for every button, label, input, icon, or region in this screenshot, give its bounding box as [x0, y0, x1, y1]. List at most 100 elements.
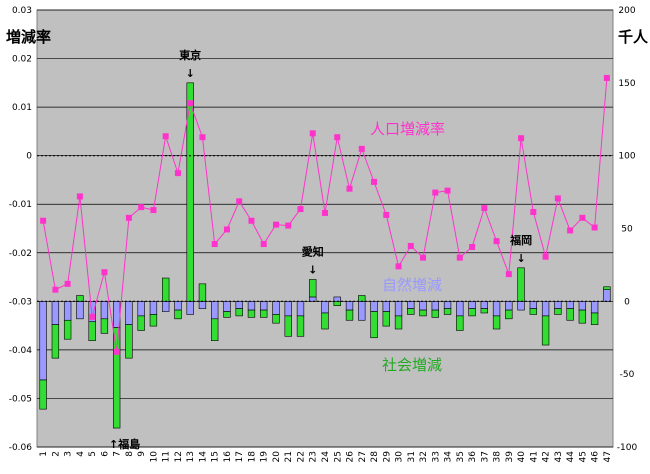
bar-natural: [76, 301, 84, 320]
x-tick-label: 47: [603, 451, 613, 462]
x-tick-label: 1: [39, 451, 49, 457]
bar-social: [247, 309, 256, 318]
x-tick-label: 42: [542, 451, 552, 462]
bar-social: [309, 279, 317, 298]
annotation-label: ↑福島: [109, 437, 140, 451]
x-tick-label: 36: [468, 451, 478, 463]
rate-marker: [444, 187, 451, 194]
bar-social: [419, 309, 427, 317]
x-tick-label: 37: [480, 451, 490, 462]
bar-natural: [247, 301, 256, 311]
bar-social: [100, 318, 109, 334]
rate-marker: [150, 207, 157, 214]
legend-label-social: 社会増減: [382, 356, 442, 374]
bar-natural: [431, 301, 439, 311]
bar-natural: [370, 301, 378, 312]
rate-marker: [236, 198, 243, 205]
x-tick-label: 30: [395, 451, 405, 463]
right-axis-title: 千人: [618, 28, 649, 46]
bar-natural: [39, 301, 47, 381]
x-tick-label: 8: [125, 451, 135, 457]
x-tick-label: 22: [296, 451, 306, 462]
x-tick-label: 20: [272, 451, 282, 463]
bar-social: [63, 319, 72, 340]
rate-marker: [518, 135, 525, 142]
annotation-arrow: ↓: [308, 263, 317, 276]
x-tick-label: 38: [493, 451, 503, 463]
bar-social: [492, 315, 501, 330]
bar-natural: [333, 296, 341, 302]
bar-natural: [174, 301, 182, 311]
right-axis-ticks: -100 -50 0 50 100 150 200: [617, 6, 638, 453]
rate-marker: [567, 227, 574, 234]
rate-marker: [322, 209, 328, 216]
rate-marker: [40, 217, 47, 224]
x-tick-label: 13: [186, 451, 196, 462]
rate-marker: [358, 145, 365, 152]
bar-natural: [419, 301, 427, 311]
rate-marker: [530, 208, 537, 215]
rate-marker: [272, 221, 279, 228]
bar-social: [480, 308, 488, 314]
annotation-label: 東京: [179, 48, 201, 62]
bar-social: [505, 309, 513, 320]
x-tick-label: 25: [333, 451, 343, 462]
bar-natural: [566, 301, 574, 309]
x-tick-label: 21: [284, 451, 294, 462]
left-tick-label: 0.01: [12, 103, 32, 113]
bar-natural: [284, 301, 292, 317]
bar-natural: [590, 301, 599, 314]
x-tick-label: 16: [223, 451, 233, 463]
rate-marker: [138, 204, 145, 211]
bar-natural: [296, 301, 305, 317]
left-tick-label: -0.06: [9, 443, 33, 453]
rate-marker: [334, 134, 341, 141]
bar-social: [382, 311, 390, 327]
bar-social: [112, 327, 121, 429]
bar-social: [149, 314, 158, 327]
left-tick-label: -0.02: [9, 249, 32, 259]
annotations-group: 東京 ↓ 愛知 ↓ 福岡 ↓ ↑福島: [109, 48, 532, 451]
x-tick-label: 2: [51, 451, 61, 457]
legend-label-natural: 自然増減: [382, 276, 442, 294]
bar-social: [431, 309, 439, 318]
annotation-label: 愛知: [302, 244, 324, 258]
bar-natural: [529, 301, 538, 309]
x-tick-label: 32: [419, 451, 429, 462]
x-tick-label: 5: [88, 451, 98, 457]
rate-marker: [260, 241, 267, 248]
bar-social: [456, 315, 464, 331]
bar-social: [566, 308, 574, 321]
x-tick-label: 3: [64, 451, 74, 457]
bar-social: [333, 301, 341, 307]
right-tick-label: -50: [620, 370, 635, 380]
bar-natural: [198, 301, 207, 309]
bar-natural: [382, 301, 390, 312]
bar-natural: [137, 301, 145, 317]
x-tick-label: 27: [358, 451, 368, 462]
rate-marker: [89, 313, 96, 320]
x-tick-label: 41: [529, 451, 539, 462]
left-tick-label: -0.04: [9, 346, 33, 356]
bar-social: [272, 314, 280, 324]
rate-marker: [383, 211, 390, 218]
rate-marker: [113, 348, 120, 355]
zero-line: [37, 155, 613, 302]
rate-marker: [579, 214, 586, 221]
x-tick-label: 6: [100, 451, 110, 457]
bar-natural: [517, 301, 525, 311]
bar-natural: [443, 301, 452, 309]
x-tick-label: 11: [162, 451, 172, 462]
bar-natural: [541, 301, 550, 317]
x-tick-label: 29: [382, 451, 392, 463]
bar-social: [321, 312, 329, 330]
bar-social: [578, 309, 587, 324]
left-axis-ticks: -0.06 -0.05 -0.04 -0.03 -0.02 -0.01 0 0.01 0.02 0…: [9, 6, 33, 453]
bar-social: [211, 318, 219, 341]
rate-marker: [395, 263, 402, 270]
rate-marker: [76, 193, 83, 200]
bar-natural: [162, 301, 170, 312]
bar-social: [529, 308, 538, 315]
bar-natural: [407, 301, 415, 309]
bar-natural: [480, 301, 488, 309]
